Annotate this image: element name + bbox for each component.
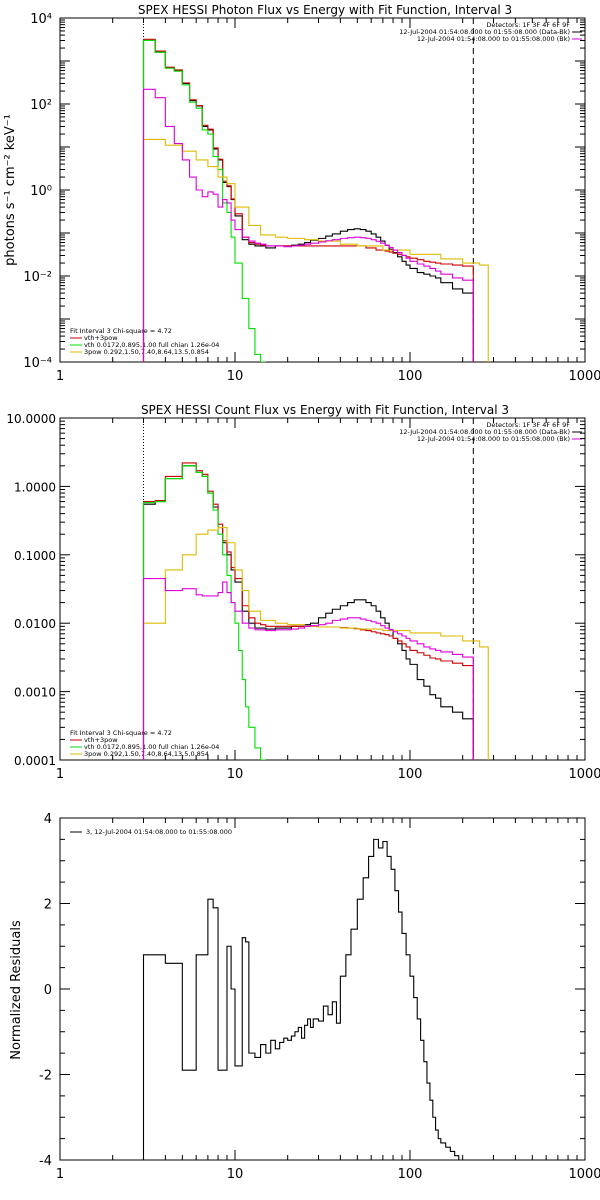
y-tick-label: 10⁻²: [23, 270, 52, 285]
panel3-plot-area: 1 10 100 1000 -4 -2 0 2 4: [39, 812, 600, 1182]
y-tick-label: 4: [44, 812, 52, 827]
legend-entry: Fit Interval 3 Chi-square = 4.72: [70, 729, 172, 737]
y-tick-label: -4: [39, 1154, 52, 1169]
x-tick-label: 1: [56, 369, 64, 384]
series-bpow: [142, 138, 489, 362]
x-tick-label: 1: [56, 1167, 64, 1182]
y-tick-label: 10⁰: [30, 184, 52, 199]
panel1-plot-area: 1 10 100 1000 10⁻⁴ 10⁻² 10⁰ 10² 10⁴: [23, 12, 600, 384]
panel3-ylabel: Normalized Residuals: [9, 920, 24, 1060]
plot-frame: [59, 817, 586, 1161]
legend-entry: vth 0.0172,0.895,1.00 full chian 1.26e-0…: [84, 341, 219, 349]
photon-flux-panel: SPEX HESSI Photon Flux vs Energy with Fi…: [3, 3, 600, 384]
y-tick-label: 0: [44, 983, 52, 998]
series-background: [142, 88, 474, 362]
y-tick-label: -2: [39, 1069, 52, 1084]
plot-frame: [59, 417, 586, 761]
series-total: [142, 38, 474, 362]
x-tick-label: 100: [398, 369, 423, 384]
x-tick-label: 1000: [568, 1167, 600, 1182]
y-tick-label: 10.0000: [6, 412, 56, 426]
x-tick-label: 10: [227, 1167, 244, 1182]
series-data: [142, 39, 474, 362]
legend-entry: 3pow 0.292,1.50,7.40,8.64,13.5,0.854: [84, 750, 209, 758]
panel1-legend-bottom-left: Fit Interval 3 Chi-square = 4.72vth+3pow…: [70, 327, 219, 356]
series-data: [142, 465, 474, 760]
legend-entry: Detectors: 1F 3F 4F 6F 9F: [486, 421, 570, 429]
panel1-ylabel: photons s⁻¹ cm⁻² keV⁻¹: [3, 114, 18, 266]
series-vth: [142, 39, 266, 362]
legend-entry: 3, 12-Jul-2004 01:54:08.000 to 01:55:08.…: [86, 828, 232, 836]
legend-entry: vth+3pow: [84, 736, 118, 744]
x-tick-label: 10: [227, 369, 244, 384]
panel2-legend-bottom-left: Fit Interval 3 Chi-square = 4.72vth+3pow…: [70, 729, 219, 758]
y-tick-label: 10²: [30, 98, 52, 113]
series-background: [142, 577, 474, 760]
legend-entry: Detectors: 1F 3F 4F 6F 9F: [486, 21, 570, 29]
y-tick-label: 2: [44, 898, 52, 913]
panel1-title: SPEX HESSI Photon Flux vs Energy with Fi…: [138, 3, 512, 17]
legend-entry: 12-Jul-2004 01:54:08.000 to 01:55:08.000…: [399, 28, 570, 36]
x-tick-label: 1000: [568, 767, 600, 782]
panel2-plot-area: 1 10 100 1000 0.0001 0.0010 0.0100 0.1000 1.0000…: [6, 412, 600, 782]
legend-entry: 3pow 0.292,1.50,7.40,8.64,13.5,0.854: [84, 348, 209, 356]
y-tick-label: 1.0000: [14, 480, 56, 494]
x-tick-label: 100: [398, 767, 423, 782]
series-residuals: [142, 838, 474, 1160]
series-total: [142, 462, 474, 760]
count-flux-panel: SPEX HESSI Count Flux vs Energy with Fit…: [6, 403, 600, 782]
panel2-title: SPEX HESSI Count Flux vs Energy with Fit…: [141, 403, 509, 417]
legend-entry: vth 0.0172,0.895,1.00 full chian 1.26e-0…: [84, 743, 219, 751]
y-tick-label: 0.0010: [14, 686, 56, 700]
y-tick-label: 0.0100: [14, 617, 56, 631]
legend-entry: Fit Interval 3 Chi-square = 4.72: [70, 327, 172, 335]
legend-entry: 12-Jul-2004 01:54:08.000 to 01:55:08.000…: [399, 428, 570, 436]
y-tick-label: 10⁻⁴: [23, 356, 52, 371]
legend-entry: 12-Jul-2004 01:54:08.000 to 01:55:08.000…: [417, 435, 570, 443]
x-tick-label: 100: [398, 1167, 423, 1182]
legend-entry: 12-Jul-2004 01:54:08.000 to 01:55:08.000…: [417, 35, 570, 43]
x-tick-label: 1: [56, 767, 64, 782]
x-tick-label: 1000: [568, 369, 600, 384]
legend-entry: vth+3pow: [84, 334, 118, 342]
panel3-legend: 3, 12-Jul-2004 01:54:08.000 to 01:55:08.…: [70, 828, 232, 836]
plot-frame: [59, 17, 586, 363]
x-tick-label: 10: [227, 767, 244, 782]
residuals-panel: Normalized Residuals 3, 12-Jul-2004 01:5…: [9, 812, 600, 1182]
y-tick-label: 10⁴: [30, 12, 52, 27]
y-tick-label: 0.1000: [14, 549, 56, 563]
series-bpow: [142, 527, 489, 760]
y-tick-label: 0.0001: [14, 754, 56, 768]
series-vth: [142, 465, 266, 760]
